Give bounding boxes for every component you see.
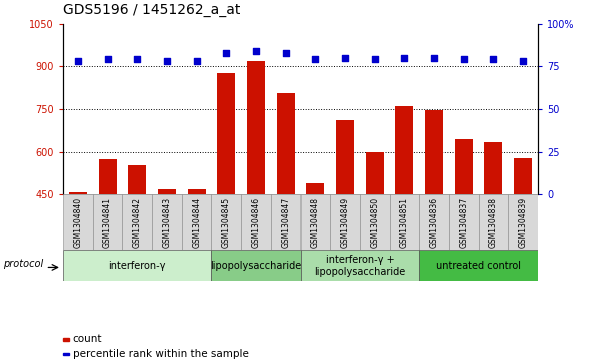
Text: GSM1304842: GSM1304842 [133, 197, 142, 248]
Bar [419, 250, 538, 281]
Point [311, 57, 320, 62]
Bar [99, 159, 117, 194]
Text: protocol: protocol [3, 259, 43, 269]
Point [132, 57, 142, 62]
Bar [69, 192, 87, 194]
Bar [129, 165, 146, 194]
Point [400, 55, 409, 61]
Bar [336, 120, 354, 194]
Text: lipopolysaccharide: lipopolysaccharide [210, 261, 302, 271]
Point [162, 58, 172, 64]
Point [251, 48, 261, 54]
Bar [330, 194, 360, 250]
Text: percentile rank within the sample: percentile rank within the sample [73, 349, 248, 359]
Text: GSM1304841: GSM1304841 [103, 197, 112, 248]
Text: GSM1304843: GSM1304843 [162, 197, 171, 248]
Text: GDS5196 / 1451262_a_at: GDS5196 / 1451262_a_at [63, 3, 240, 17]
Text: GSM1304847: GSM1304847 [281, 197, 290, 248]
Bar [271, 194, 300, 250]
Text: GSM1304839: GSM1304839 [519, 197, 528, 248]
Bar [63, 352, 69, 355]
Bar [241, 194, 271, 250]
Text: GSM1304840: GSM1304840 [73, 197, 82, 248]
Point [103, 57, 112, 62]
Bar [419, 194, 449, 250]
Bar [360, 194, 389, 250]
Bar [366, 152, 383, 194]
Point [518, 58, 528, 64]
Text: GSM1304846: GSM1304846 [251, 197, 260, 248]
Text: GSM1304851: GSM1304851 [400, 197, 409, 248]
Bar [389, 194, 419, 250]
Bar [247, 61, 265, 194]
Bar [449, 194, 478, 250]
Point [192, 58, 201, 64]
Point [459, 57, 469, 62]
Point [370, 57, 379, 62]
Text: GSM1304844: GSM1304844 [192, 197, 201, 248]
Bar [188, 188, 206, 194]
Text: GSM1304838: GSM1304838 [489, 197, 498, 248]
Text: GSM1304845: GSM1304845 [222, 197, 231, 248]
Point [429, 55, 439, 61]
Bar [63, 250, 212, 281]
Bar [158, 189, 176, 194]
Bar [478, 194, 508, 250]
Bar [300, 194, 330, 250]
Bar [276, 93, 294, 194]
Bar [508, 194, 538, 250]
Bar [212, 194, 241, 250]
Bar [395, 106, 413, 194]
Point [340, 55, 350, 61]
Text: GSM1304848: GSM1304848 [311, 197, 320, 248]
Text: interferon-γ +
lipopolysaccharide: interferon-γ + lipopolysaccharide [314, 255, 406, 277]
Bar [63, 338, 69, 341]
Bar [514, 158, 532, 194]
Bar [152, 194, 182, 250]
Point [489, 57, 498, 62]
Bar [93, 194, 123, 250]
Text: count: count [73, 334, 102, 344]
Point [281, 50, 290, 56]
Point [222, 50, 231, 56]
Text: GSM1304836: GSM1304836 [430, 197, 439, 248]
Bar [63, 194, 93, 250]
Text: untreated control: untreated control [436, 261, 521, 271]
Text: GSM1304849: GSM1304849 [341, 197, 350, 248]
Point [73, 58, 83, 64]
Bar [123, 194, 152, 250]
Bar [484, 142, 502, 194]
Bar [182, 194, 212, 250]
Bar [455, 139, 472, 194]
Bar [300, 250, 419, 281]
Text: GSM1304850: GSM1304850 [370, 197, 379, 248]
Bar [425, 110, 443, 194]
Text: GSM1304837: GSM1304837 [459, 197, 468, 248]
Bar [307, 183, 325, 194]
Text: interferon-γ: interferon-γ [109, 261, 166, 271]
Bar [212, 250, 300, 281]
Bar [218, 73, 235, 194]
